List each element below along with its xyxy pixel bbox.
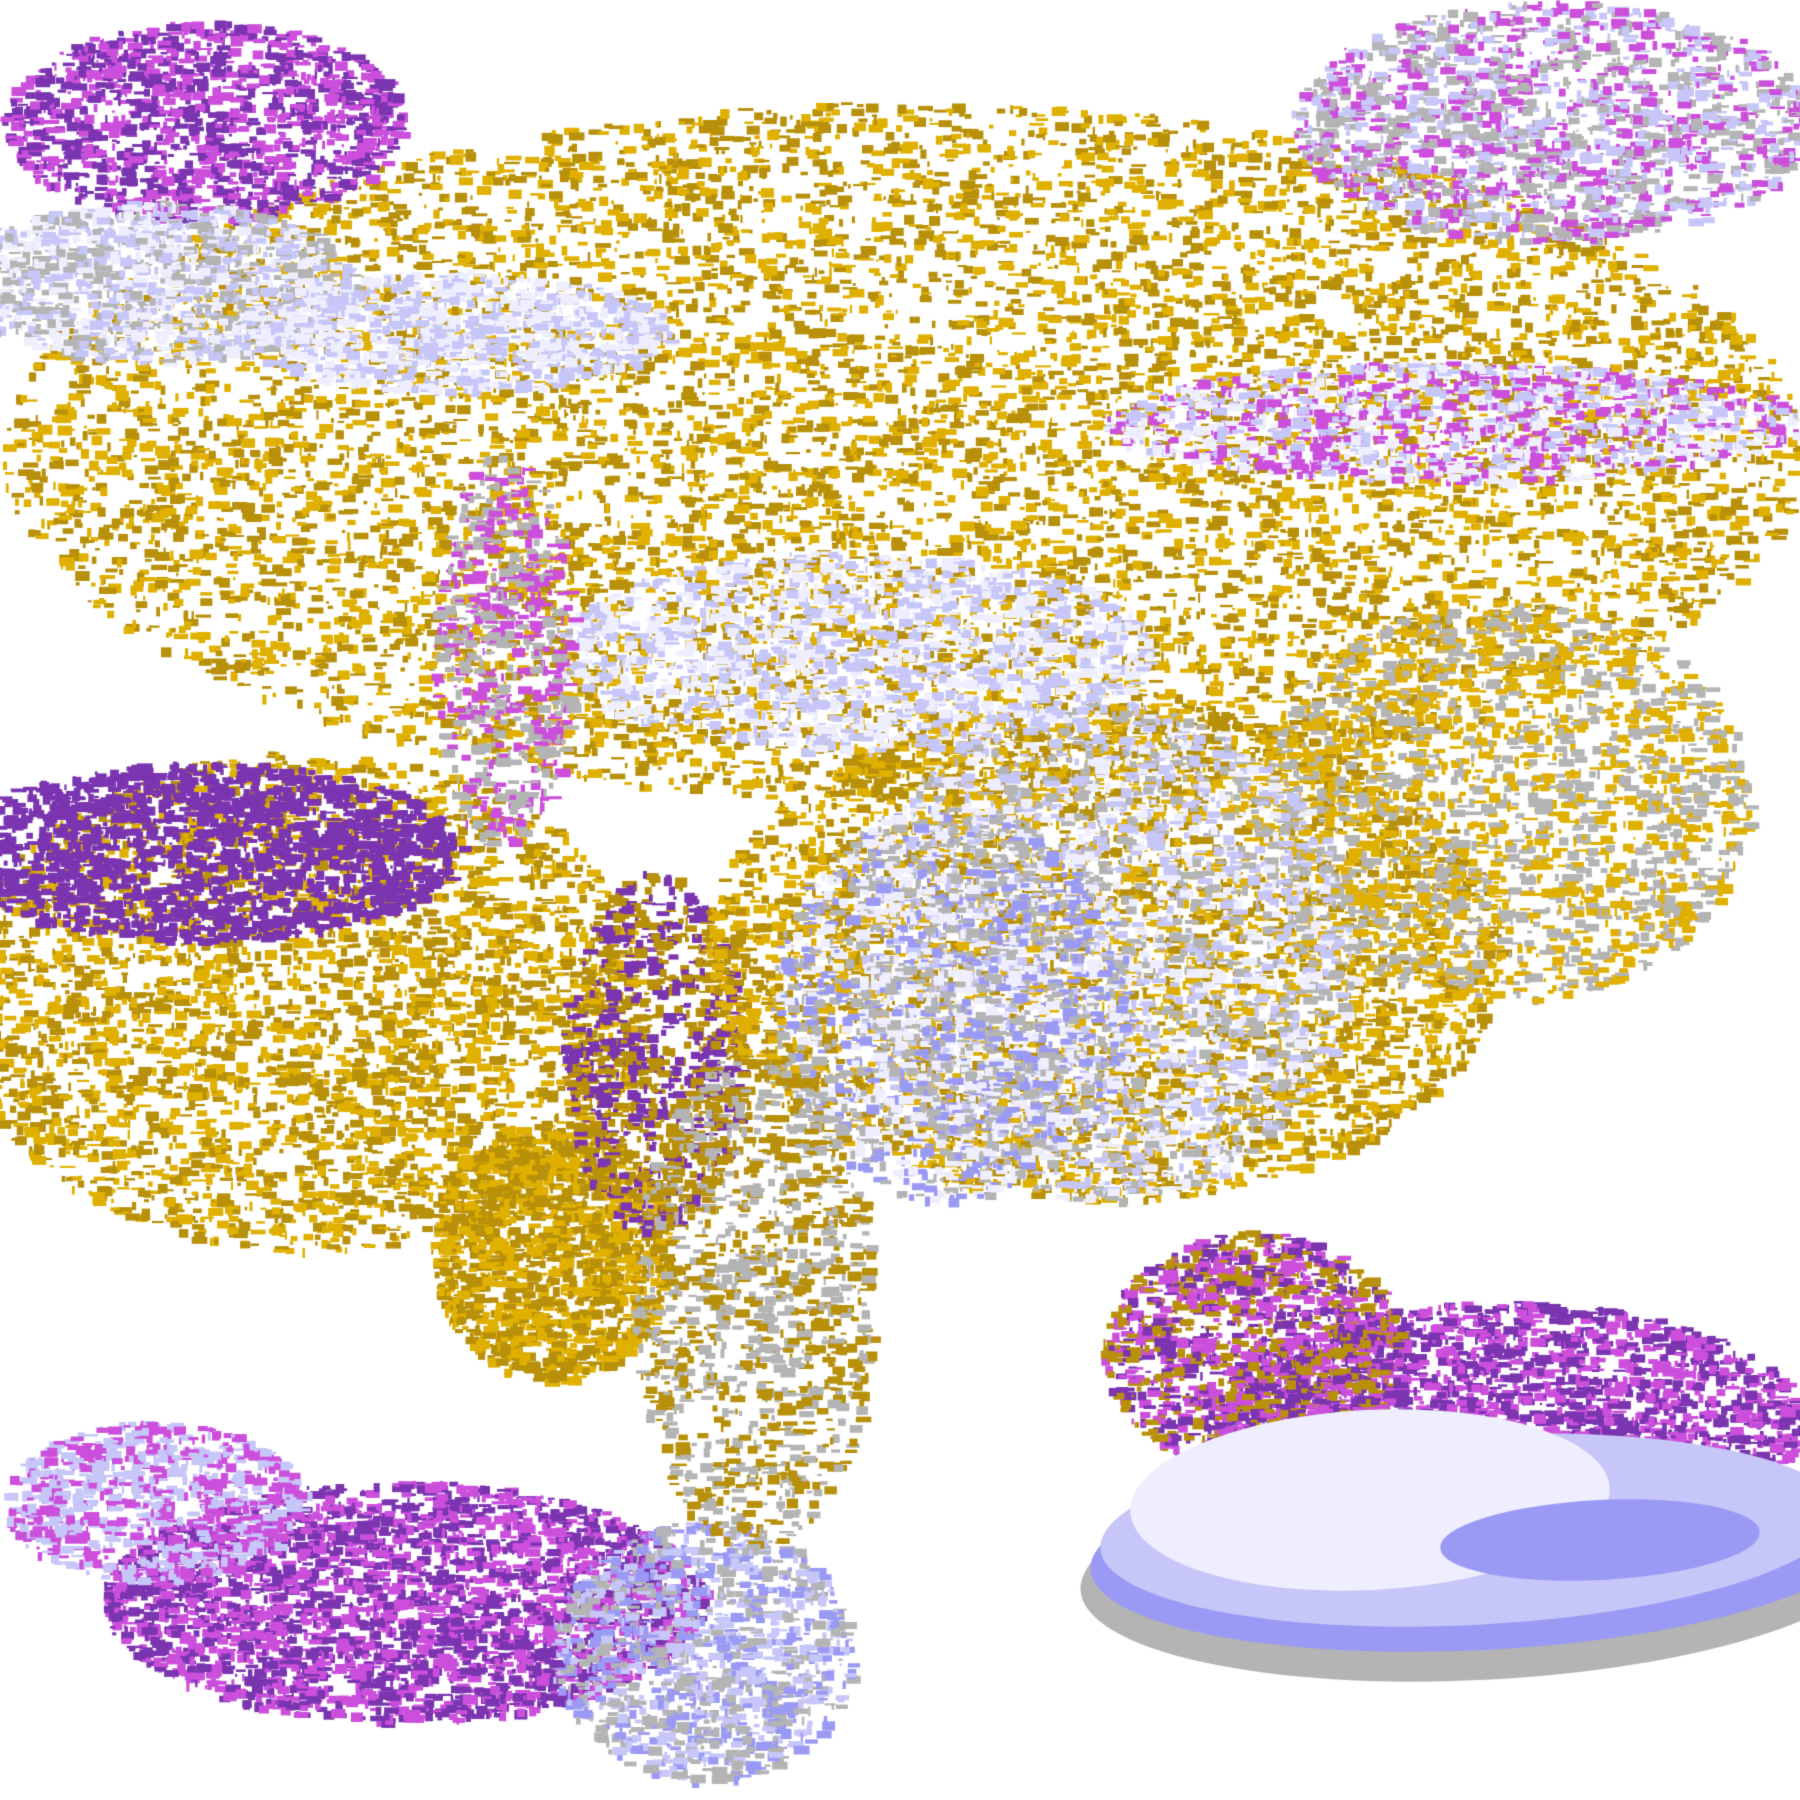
satellite-map [0,0,1800,1800]
cloud-classification-layer [0,0,1800,1800]
